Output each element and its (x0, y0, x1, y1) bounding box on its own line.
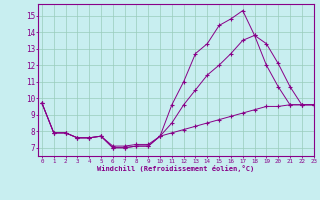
X-axis label: Windchill (Refroidissement éolien,°C): Windchill (Refroidissement éolien,°C) (97, 165, 255, 172)
